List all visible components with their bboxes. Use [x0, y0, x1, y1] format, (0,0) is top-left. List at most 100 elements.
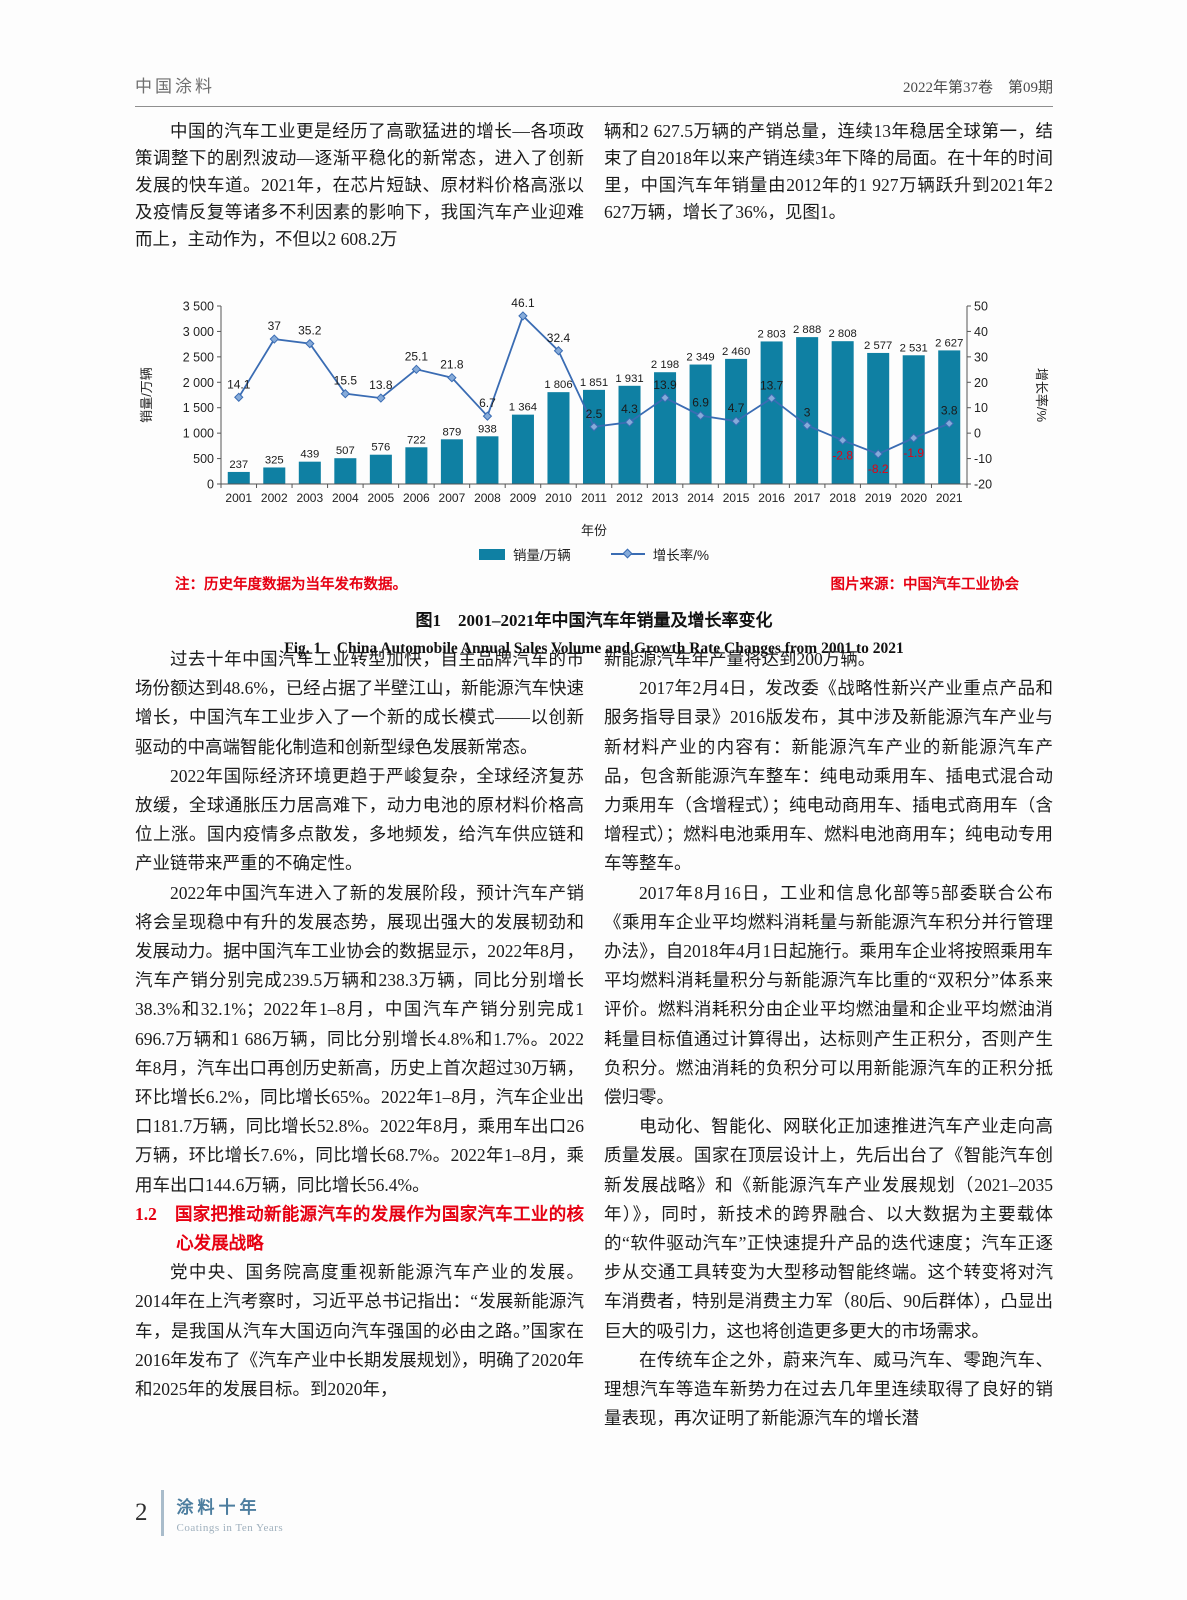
svg-text:-10: -10 — [974, 452, 992, 466]
figure-caption-en: Fig. 1 China Automobile Annual Sales Vol… — [284, 640, 904, 657]
svg-text:1 931: 1 931 — [615, 373, 643, 385]
svg-text:-8.2: -8.2 — [868, 462, 889, 476]
figure-note: 注：历史年度数据为当年发布数据。 — [175, 577, 407, 593]
intro-left-column: 中国的汽车工业更是经历了高歌猛进的增长—各项政策调整下的剧烈波动—逐渐平稳化的新… — [135, 118, 584, 253]
svg-text:-1.9: -1.9 — [903, 446, 924, 460]
section-heading-1-2: 1.2 国家把推动新能源汽车的发展作为国家汽车工业的核心发展战略 — [135, 1203, 584, 1254]
svg-text:1 364: 1 364 — [509, 402, 537, 414]
svg-text:32.4: 32.4 — [547, 331, 571, 345]
svg-text:325: 325 — [265, 454, 284, 466]
svg-text:-20: -20 — [974, 478, 992, 492]
paragraph: 新能源汽车年产量将达到200万辆。 — [604, 649, 876, 669]
svg-text:1 806: 1 806 — [544, 379, 572, 391]
body-section: 过去十年中国汽车工业转型加快，自主品牌汽车的市场份额达到48.6%，已经占据了半… — [135, 645, 1053, 1433]
svg-text:-2.8: -2.8 — [832, 448, 853, 462]
svg-text:2008: 2008 — [474, 491, 501, 505]
svg-text:2003: 2003 — [296, 491, 323, 505]
legend-bar-swatch-icon — [478, 548, 505, 560]
svg-text:2017: 2017 — [794, 491, 821, 505]
svg-text:0: 0 — [207, 478, 214, 492]
svg-text:2014: 2014 — [687, 491, 714, 505]
figure-source: 图片来源：中国汽车工业协会 — [830, 577, 1020, 593]
intro-right-column: 辆和2 627.5万辆的产销总量，连续13年稳居全球第一，结束了自2018年以来… — [604, 118, 1053, 253]
figure-caption-zh: 图1 2001–2021年中国汽车年销量及增长率变化 — [415, 611, 773, 630]
svg-text:2020: 2020 — [900, 491, 927, 505]
diamond-marker-icon — [622, 548, 633, 558]
svg-text:879: 879 — [442, 426, 461, 438]
svg-text:2 500: 2 500 — [183, 350, 214, 364]
body-right-column: 新能源汽车年产量将达到200万辆。 2017年2月4日，发改委《战略性新兴产业重… — [604, 645, 1053, 1433]
svg-text:2004: 2004 — [332, 491, 359, 505]
svg-text:2.5: 2.5 — [586, 407, 603, 421]
page-footer: 2 涂料十年 Coatings in Ten Years — [135, 1490, 283, 1536]
footer-divider — [160, 1490, 164, 1536]
legend-line-swatch-icon — [610, 548, 645, 558]
svg-text:40: 40 — [974, 325, 988, 339]
svg-text:576: 576 — [371, 442, 390, 454]
svg-text:2001: 2001 — [225, 491, 252, 505]
svg-text:2015: 2015 — [723, 491, 750, 505]
svg-text:46.1: 46.1 — [511, 296, 535, 310]
footer-brand-en: Coatings in Ten Years — [176, 1521, 284, 1534]
svg-text:4.3: 4.3 — [621, 402, 638, 416]
svg-text:20: 20 — [974, 376, 988, 390]
chart-x-axis-title: 年份 — [580, 523, 607, 538]
svg-text:13.8: 13.8 — [369, 378, 393, 392]
body-left-column: 过去十年中国汽车工业转型加快，自主品牌汽车的市场份额达到48.6%，已经占据了半… — [135, 645, 584, 1433]
paragraph: 在传统车企之外，蔚来汽车、威马汽车、零跑汽车、理想汽车等造车新势力在过去几年里连… — [604, 1349, 1053, 1429]
svg-text:6.9: 6.9 — [692, 396, 709, 410]
figure-notes-row: 注：历史年度数据为当年发布数据。 图片来源：中国汽车工业协会 — [135, 573, 1053, 594]
svg-text:2 803: 2 803 — [757, 328, 785, 340]
svg-text:4.7: 4.7 — [728, 401, 745, 415]
issue-info: 2022年第37卷 第09期 — [902, 80, 1053, 96]
svg-text:1 851: 1 851 — [580, 377, 608, 389]
svg-text:2 349: 2 349 — [686, 352, 714, 364]
svg-text:2 460: 2 460 — [722, 346, 750, 358]
svg-text:0: 0 — [974, 427, 981, 441]
svg-text:1 500: 1 500 — [183, 401, 214, 415]
figure-1: 0 500 1 000 1 500 2 000 2 500 3 000 3 500 -20 -10… — [135, 284, 1053, 658]
svg-text:500: 500 — [193, 452, 214, 466]
journal-name: 中国涂料 — [135, 77, 215, 96]
svg-text:2018: 2018 — [829, 491, 856, 505]
intro-paragraph-right: 辆和2 627.5万辆的产销总量，连续13年稳居全球第一，结束了自2018年以来… — [604, 121, 1053, 222]
svg-text:2012: 2012 — [616, 491, 643, 505]
svg-text:37: 37 — [268, 319, 282, 333]
legend-label-sales: 销量/万辆 — [512, 548, 571, 563]
svg-text:6.7: 6.7 — [479, 396, 496, 410]
svg-text:3: 3 — [804, 406, 811, 420]
svg-text:增长率/%: 增长率/% — [1034, 368, 1049, 423]
svg-text:30: 30 — [974, 350, 988, 364]
paragraph: 2017年2月4日，发改委《战略性新兴产业重点产品和服务指导目录》2016版发布… — [604, 678, 1053, 874]
svg-text:14.1: 14.1 — [227, 377, 251, 391]
chart-legend: 销量/万辆 增长率/% — [135, 544, 1053, 564]
paragraph: 2022年中国汽车进入了新的发展阶段，预计汽车产销将会呈现稳中有升的发展态势，展… — [135, 882, 584, 1195]
svg-text:15.5: 15.5 — [334, 374, 358, 388]
svg-text:237: 237 — [229, 459, 248, 471]
svg-text:13.7: 13.7 — [760, 378, 784, 392]
svg-text:21.8: 21.8 — [440, 358, 464, 372]
paragraph: 党中央、国务院高度重视新能源汽车产业的发展。2014年在上汽考察时，习近平总书记… — [135, 1262, 584, 1400]
paragraph: 电动化、智能化、网联化正加速推进汽车产业走向高质量发展。国家在顶层设计上，先后出… — [604, 1116, 1053, 1341]
legend-label-growth: 增长率/% — [652, 548, 710, 563]
svg-text:2007: 2007 — [439, 491, 466, 505]
intro-section: 中国的汽车工业更是经历了高歌猛进的增长—各项政策调整下的剧烈波动—逐渐平稳化的新… — [135, 118, 1053, 253]
legend-item-sales: 销量/万辆 — [478, 544, 571, 564]
svg-text:2013: 2013 — [652, 491, 679, 505]
svg-text:2010: 2010 — [545, 491, 572, 505]
svg-text:2005: 2005 — [368, 491, 395, 505]
paragraph: 2017年8月16日，工业和信息化部等5部委联合公布《乘用车企业平均燃料消耗量与… — [604, 882, 1053, 1108]
svg-text:2 000: 2 000 — [183, 376, 214, 390]
svg-text:25.1: 25.1 — [405, 349, 429, 363]
page-header: 中国涂料 2022年第37卷 第09期 — [135, 72, 1053, 107]
svg-text:507: 507 — [336, 445, 355, 457]
svg-text:2 808: 2 808 — [829, 328, 857, 340]
legend-item-growth: 增长率/% — [610, 544, 710, 564]
svg-text:35.2: 35.2 — [298, 324, 322, 338]
svg-text:50: 50 — [974, 300, 988, 314]
svg-text:1 000: 1 000 — [183, 427, 214, 441]
svg-text:2 198: 2 198 — [651, 359, 679, 371]
footer-brand-zh: 涂料十年 — [176, 1497, 261, 1517]
svg-text:2006: 2006 — [403, 491, 430, 505]
